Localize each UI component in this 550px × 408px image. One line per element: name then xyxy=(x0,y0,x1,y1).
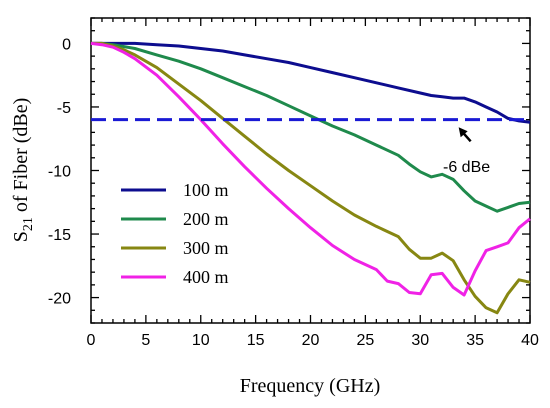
x-tick-label: 30 xyxy=(411,332,429,349)
series-line-1 xyxy=(91,41,531,124)
x-tick-label: 5 xyxy=(141,332,150,349)
annotation: -6 dBe xyxy=(443,127,490,176)
y-tick-label: -20 xyxy=(48,291,71,308)
y-axis-title-prefix: S xyxy=(10,231,32,242)
series-line-2 xyxy=(91,41,531,213)
legend: 100 m 200 m 300 m 400 m xyxy=(121,180,229,287)
x-tick-label: 10 xyxy=(192,332,210,349)
legend-label-2: 200 m xyxy=(183,209,229,229)
y-tick-label: -15 xyxy=(48,227,71,244)
x-axis-title: Frequency (GHz) xyxy=(240,375,381,397)
series-lines xyxy=(90,41,531,315)
x-tick-label: 35 xyxy=(466,332,484,349)
y-tick-labels: 0 -5 -10 -15 -20 xyxy=(48,36,71,307)
x-tick-label: 20 xyxy=(302,332,320,349)
y-tick-label: -10 xyxy=(48,164,71,181)
y-tick-label: -5 xyxy=(57,100,71,117)
axis-ticks xyxy=(90,17,531,324)
x-tick-labels: 0 5 10 15 20 25 30 35 40 xyxy=(87,332,539,349)
y-axis-title: S21 of Fiber (dBe) xyxy=(10,98,36,243)
x-tick-label: 15 xyxy=(247,332,265,349)
annotation-label: -6 dBe xyxy=(443,159,490,176)
x-tick-label: 25 xyxy=(356,332,374,349)
y-tick-label: 0 xyxy=(62,36,71,53)
y-axis-title-subscript: 21 xyxy=(21,217,36,231)
legend-label-1: 100 m xyxy=(183,180,229,200)
annotation-arrowhead xyxy=(458,127,468,138)
y-axis-title-suffix: of Fiber (dBe) xyxy=(10,98,32,217)
x-tick-label: 0 xyxy=(87,332,96,349)
series-line-4 xyxy=(90,41,531,297)
legend-label-3: 300 m xyxy=(183,238,229,258)
legend-label-4: 400 m xyxy=(183,267,229,287)
series-line-3 xyxy=(91,41,531,315)
x-tick-label: 40 xyxy=(521,332,539,349)
